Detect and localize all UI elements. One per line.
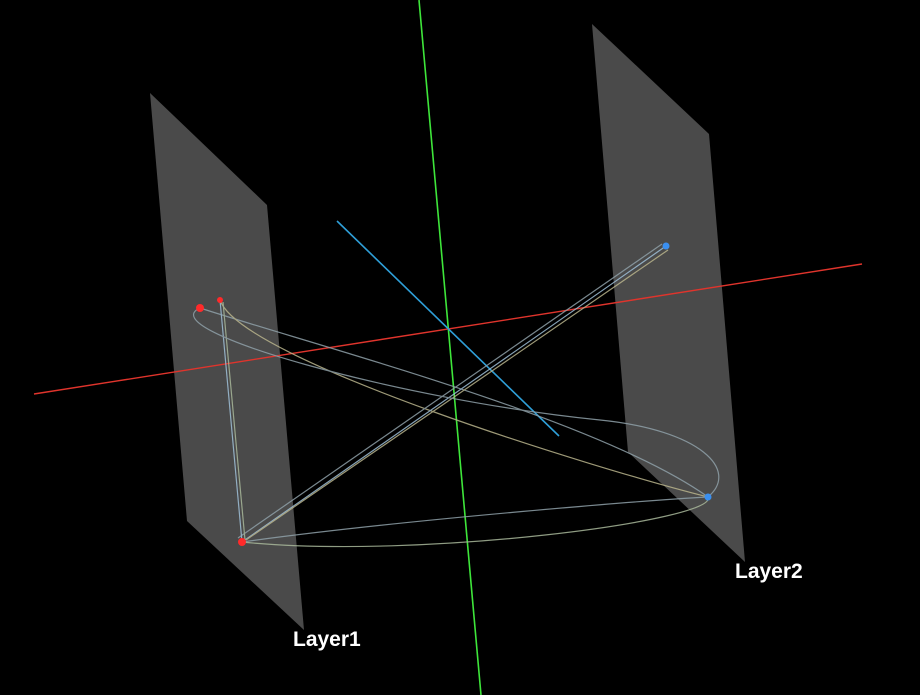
layer1-plane	[150, 93, 304, 630]
edge[interactable]	[237, 243, 663, 539]
layer1-node[interactable]	[238, 538, 246, 546]
edge[interactable]	[241, 496, 709, 543]
layer2-plane	[592, 24, 745, 562]
layer2-label: Layer2	[735, 560, 803, 583]
edge[interactable]	[192, 307, 720, 498]
layer2-node[interactable]	[704, 493, 712, 501]
y-axis	[418, 0, 482, 695]
layer1-label: Layer1	[293, 628, 361, 651]
edge[interactable]	[222, 301, 246, 541]
z-axis	[336, 220, 560, 437]
layer1-node[interactable]	[196, 304, 204, 312]
layer2-node[interactable]	[662, 242, 670, 250]
edge[interactable]	[199, 307, 709, 498]
edge[interactable]	[245, 249, 669, 541]
edge-group	[192, 243, 720, 548]
edge[interactable]	[241, 245, 667, 543]
edge[interactable]	[219, 299, 709, 498]
edge[interactable]	[219, 299, 243, 543]
layer1-node[interactable]	[217, 297, 223, 303]
edge[interactable]	[241, 496, 709, 548]
